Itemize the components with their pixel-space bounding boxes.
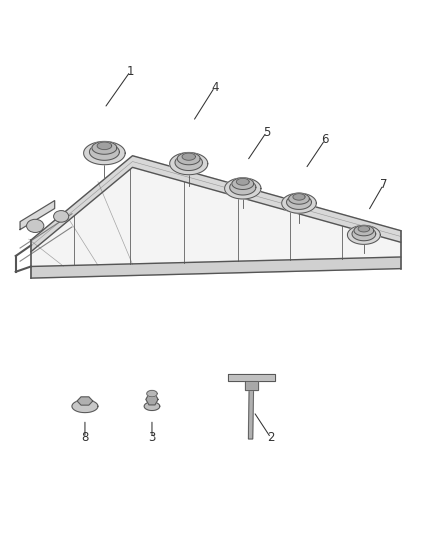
Ellipse shape — [53, 211, 69, 222]
Text: 1: 1 — [127, 65, 134, 78]
Polygon shape — [144, 402, 160, 410]
Text: 4: 4 — [211, 80, 219, 94]
Text: 6: 6 — [321, 133, 328, 147]
Polygon shape — [92, 141, 117, 154]
Polygon shape — [97, 142, 112, 149]
Polygon shape — [225, 178, 261, 199]
Polygon shape — [293, 193, 305, 200]
Polygon shape — [286, 195, 311, 209]
Polygon shape — [248, 381, 254, 439]
Polygon shape — [170, 152, 208, 175]
Polygon shape — [230, 180, 256, 195]
Polygon shape — [31, 168, 401, 266]
Polygon shape — [347, 225, 380, 244]
Text: 5: 5 — [263, 125, 270, 139]
Polygon shape — [72, 400, 98, 413]
Polygon shape — [232, 178, 254, 190]
Polygon shape — [20, 200, 55, 230]
Polygon shape — [182, 153, 195, 160]
Polygon shape — [89, 143, 119, 160]
Polygon shape — [177, 152, 200, 165]
Text: 3: 3 — [148, 431, 155, 445]
Polygon shape — [282, 193, 316, 213]
Polygon shape — [175, 155, 202, 171]
Polygon shape — [146, 394, 158, 405]
Polygon shape — [77, 397, 93, 405]
Polygon shape — [354, 225, 374, 236]
Polygon shape — [84, 141, 125, 165]
Polygon shape — [289, 193, 309, 204]
Ellipse shape — [27, 219, 44, 232]
Text: 2: 2 — [267, 431, 275, 445]
Polygon shape — [228, 374, 275, 381]
Polygon shape — [245, 381, 258, 391]
Polygon shape — [31, 156, 401, 252]
Text: 8: 8 — [81, 431, 88, 445]
Text: 7: 7 — [380, 178, 387, 191]
Polygon shape — [31, 257, 401, 278]
Polygon shape — [237, 179, 249, 185]
Polygon shape — [358, 226, 370, 232]
Polygon shape — [147, 391, 157, 397]
Polygon shape — [352, 227, 376, 241]
